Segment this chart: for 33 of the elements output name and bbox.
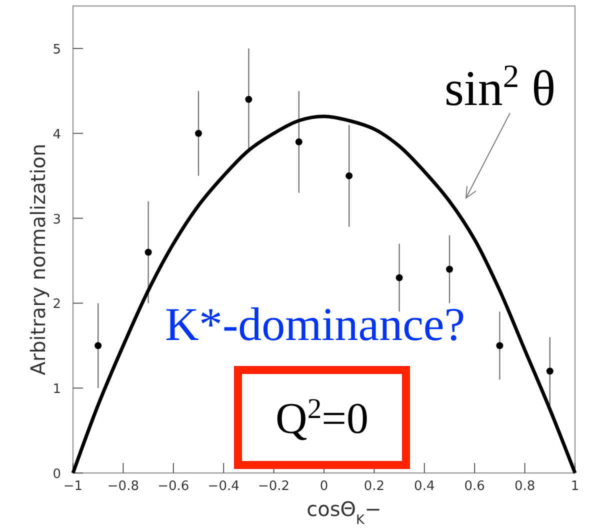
y-axis-title: Arbitrary normalization xyxy=(26,144,50,376)
x-tick-label: −0.8 xyxy=(107,479,139,494)
y-tick-label: 4 xyxy=(52,127,61,142)
y-tick-label: 1 xyxy=(52,382,61,398)
y-tick-label: 5 xyxy=(52,42,61,58)
x-tick-label: 1 xyxy=(570,479,580,494)
x-tick-label: 0.2 xyxy=(364,479,385,494)
x-tick-label: 0.4 xyxy=(414,479,435,494)
annotation: Q$^{2}$=0 xyxy=(276,394,368,443)
x-tick-label: −1 xyxy=(63,479,83,494)
x-tick-label: −0.6 xyxy=(158,479,190,494)
point xyxy=(245,96,252,103)
point xyxy=(195,130,202,137)
point xyxy=(94,342,102,350)
point xyxy=(295,138,302,146)
x-axis-title: cosΘ$_{K}$− xyxy=(306,497,382,528)
annotation: sin$^{2}$ θ xyxy=(444,59,556,116)
annotation: K*-dominance? xyxy=(165,299,466,351)
y-tick-label: 2 xyxy=(52,297,61,312)
x-tick-label: 0 xyxy=(320,479,328,494)
x-tick-label: −0.2 xyxy=(258,479,290,494)
point xyxy=(346,172,353,180)
x-tick-label: −0.4 xyxy=(208,479,240,494)
point xyxy=(496,342,504,350)
point xyxy=(396,274,403,282)
line-series xyxy=(71,114,577,475)
y-tick-label: 3 xyxy=(52,212,61,228)
x-tick-label: 0.6 xyxy=(464,479,485,494)
point xyxy=(446,266,453,273)
y-tick-label: 0 xyxy=(52,467,61,482)
point xyxy=(546,368,554,375)
x-tick-label: 0.8 xyxy=(514,479,536,494)
point xyxy=(144,248,152,256)
